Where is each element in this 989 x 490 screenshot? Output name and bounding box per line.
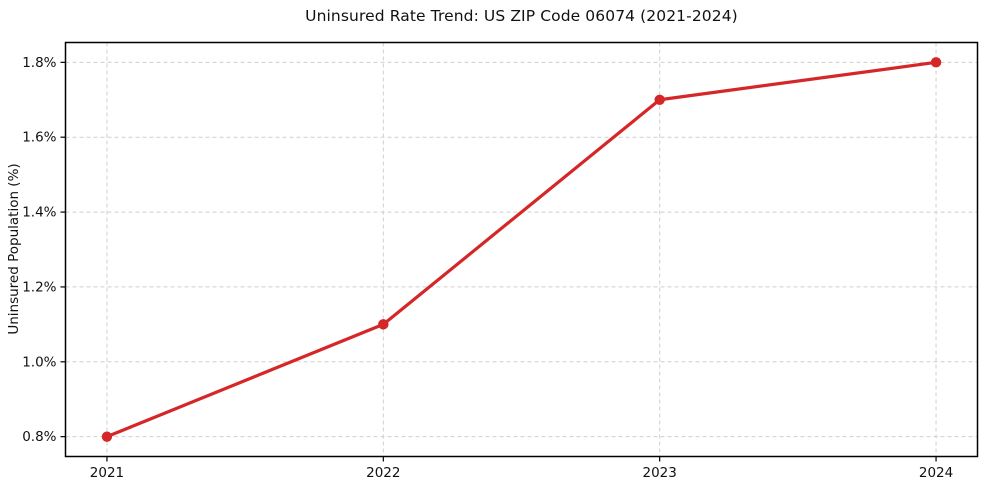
y-tick-label-0: 0.8% [22,429,56,445]
x-tick-label-3: 2024 [919,465,953,481]
y-tick-label-5: 1.8% [22,55,56,71]
data-point-2024 [930,57,942,68]
y-tick-label-3: 1.4% [22,205,56,221]
data-point-2022 [378,319,389,330]
trend-line [105,60,938,439]
chart-title: Uninsured Rate Trend: US ZIP Code 06074 … [305,7,738,25]
y-tick-label-1: 1.0% [22,354,56,370]
x-tick-label-0: 2021 [90,465,124,481]
data-point-2023 [654,94,665,105]
x-tick-label-2: 2023 [643,465,677,481]
plot-border [64,41,979,458]
y-tick-label-2: 1.2% [22,279,56,295]
data-point-2021 [101,431,113,442]
y-tick-label-4: 1.6% [22,130,56,146]
x-tick-label-1: 2022 [366,465,400,481]
